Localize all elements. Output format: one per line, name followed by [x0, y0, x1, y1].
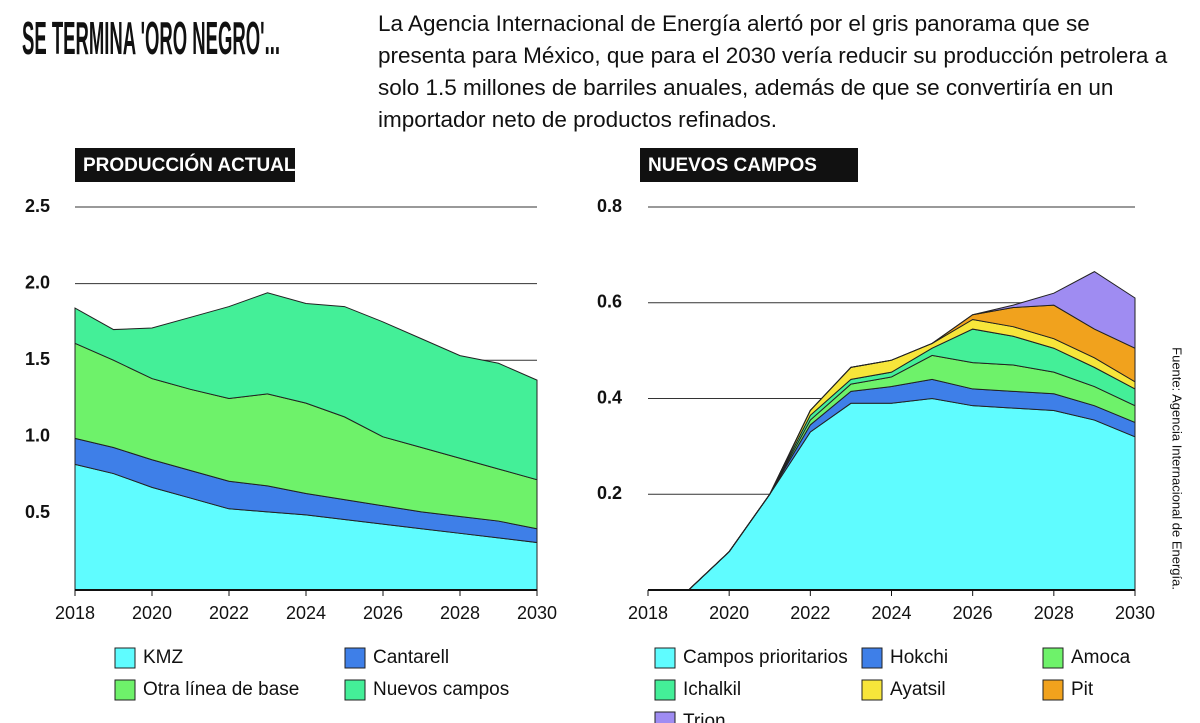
legend-label: Nuevos campos — [373, 679, 509, 700]
legend-swatch — [344, 679, 366, 701]
legend-label: Hokchi — [890, 647, 948, 668]
legend-label: Ayatsil — [890, 679, 946, 700]
description: La Agencia Internacional de Energía aler… — [378, 11, 1168, 132]
source-note: Fuente: Agencia Internacional de Energía… — [1170, 347, 1185, 590]
legend-swatch — [654, 679, 676, 701]
legend-label: KMZ — [143, 647, 184, 668]
legend-label: Ichalkil — [683, 679, 741, 700]
legend-swatch — [861, 679, 883, 701]
y-tick-label: 1.0 — [25, 426, 50, 446]
section-header-box — [640, 148, 858, 182]
legend-label: Trion — [683, 711, 726, 723]
x-tick-label: 2028 — [440, 603, 480, 623]
area — [648, 271, 1136, 591]
legend-label: Campos prioritarios — [683, 647, 848, 668]
y-tick-label: 2.0 — [25, 272, 50, 292]
legend-swatch — [861, 647, 883, 669]
x-tick-label: 2028 — [1034, 603, 1074, 623]
section-header-box — [75, 148, 295, 182]
x-tick-label: 2018 — [628, 603, 668, 623]
section-header: PRODUCCIÓN ACTUAL — [83, 154, 296, 176]
headline: SE TERMINA 'ORO NEGRO'... — [22, 12, 280, 64]
x-tick-label: 2018 — [55, 603, 95, 623]
legend-label: Otra línea de base — [143, 679, 299, 700]
x-tick-label: 2022 — [209, 603, 249, 623]
x-tick-label: 2030 — [1115, 603, 1155, 623]
legend-label: Pit — [1071, 679, 1094, 700]
legend-swatch — [114, 647, 136, 669]
y-tick-label: 0.2 — [597, 483, 622, 503]
legend-label: Cantarell — [373, 647, 449, 668]
legend-label: Amoca — [1071, 647, 1131, 668]
x-tick-label: 2020 — [709, 603, 749, 623]
x-tick-label: 2024 — [871, 603, 911, 623]
area — [74, 292, 538, 481]
y-tick-label: 0.6 — [597, 292, 622, 312]
section-header: NUEVOS CAMPOS — [648, 155, 817, 176]
x-tick-label: 2020 — [132, 603, 172, 623]
legend-swatch — [1042, 679, 1064, 701]
x-tick-label: 2026 — [363, 603, 403, 623]
y-tick-label: 1.5 — [25, 349, 50, 369]
y-tick-label: 0.4 — [597, 387, 622, 407]
x-tick-label: 2022 — [790, 603, 830, 623]
legend-swatch — [1042, 647, 1064, 669]
x-tick-label: 2026 — [953, 603, 993, 623]
x-tick-label: 2024 — [286, 603, 326, 623]
legend-swatch — [654, 711, 676, 723]
legend-swatch — [654, 647, 676, 669]
y-tick-label: 2.5 — [25, 196, 50, 216]
legend-swatch — [344, 647, 366, 669]
y-tick-label: 0.8 — [597, 196, 622, 216]
x-tick-label: 2030 — [517, 603, 557, 623]
y-tick-label: 0.5 — [25, 502, 50, 522]
legend-swatch — [114, 679, 136, 701]
